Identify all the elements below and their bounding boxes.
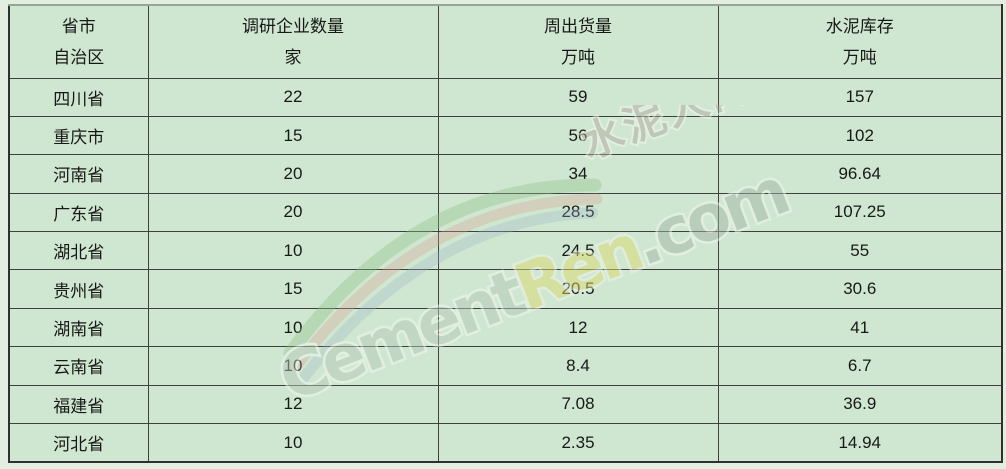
value-cell: 10: [147, 307, 439, 348]
value-cell: 6.7: [717, 346, 1003, 386]
value-cell: 59: [437, 77, 719, 117]
region-cell: 四川省: [8, 77, 149, 117]
value-cell: 22: [147, 77, 439, 117]
region-cell: 湖南省: [8, 307, 149, 348]
value-cell: 2.35: [437, 423, 719, 463]
table-row: 河北省 10 2.35 14.94: [8, 423, 1003, 463]
region-cell: 云南省: [8, 346, 149, 386]
table-row: 重庆市 15 56 102: [8, 115, 1003, 156]
value-cell: 157: [717, 77, 1003, 117]
value-cell: 55: [717, 231, 1003, 271]
cement-survey-table: 省市 自治区 调研企业数量 家 周出货量 万吨 水泥库存 万吨 四川省 22 59 1…: [8, 4, 1003, 463]
table-row: 广东省 20 28.5 107.25: [8, 192, 1003, 233]
value-cell: 28.5: [437, 192, 719, 233]
value-cell: 30.6: [717, 269, 1003, 309]
region-cell: 河北省: [8, 423, 149, 463]
table-body: 四川省 22 59 157 重庆市 15 56 102 河南省 20 34 96.64 广东省 20 28.…: [8, 77, 1003, 463]
value-cell: 41: [717, 307, 1003, 348]
table-row: 福建省 12 7.08 36.9: [8, 384, 1003, 425]
value-cell: 10: [147, 346, 439, 386]
col-header-companies-title: 调研企业数量: [242, 16, 344, 36]
table-row: 四川省 22 59 157: [8, 77, 1003, 117]
col-header-inventory: 水泥库存 万吨: [717, 4, 1003, 79]
value-cell: 14.94: [717, 423, 1003, 463]
value-cell: 15: [147, 115, 439, 156]
value-cell: 12: [147, 384, 439, 425]
value-cell: 7.08: [437, 384, 719, 425]
value-cell: 24.5: [437, 231, 719, 271]
value-cell: 10: [147, 231, 439, 271]
table-row: 云南省 10 8.4 6.7: [8, 346, 1003, 386]
value-cell: 20: [147, 154, 439, 194]
col-header-region-title: 省市: [61, 16, 96, 36]
value-cell: 107.25: [717, 192, 1003, 233]
table-row: 湖北省 10 24.5 55: [8, 231, 1003, 271]
table-row: 河南省 20 34 96.64: [8, 154, 1003, 194]
table-header: 省市 自治区 调研企业数量 家 周出货量 万吨 水泥库存 万吨: [8, 4, 1003, 79]
value-cell: 34: [437, 154, 719, 194]
table-row: 贵州省 15 20.5 30.6: [8, 269, 1003, 309]
region-cell: 湖北省: [8, 231, 149, 271]
header-row: 省市 自治区 调研企业数量 家 周出货量 万吨 水泥库存 万吨: [8, 4, 1003, 79]
value-cell: 102: [717, 115, 1003, 156]
col-header-companies: 调研企业数量 家: [147, 4, 439, 79]
value-cell: 15: [147, 269, 439, 309]
value-cell: 12: [437, 307, 719, 348]
col-header-inventory-unit: 万吨: [842, 47, 877, 67]
value-cell: 20: [147, 192, 439, 233]
col-header-region: 省市 自治区: [8, 4, 149, 79]
region-cell: 河南省: [8, 154, 149, 194]
region-cell: 重庆市: [8, 115, 149, 156]
value-cell: 36.9: [717, 384, 1003, 425]
col-header-region-unit: 自治区: [53, 47, 105, 67]
value-cell: 20.5: [437, 269, 719, 309]
region-cell: 贵州省: [8, 269, 149, 309]
data-table: 省市 自治区 调研企业数量 家 周出货量 万吨 水泥库存 万吨 四川省 22 59 1…: [8, 4, 1003, 463]
col-header-companies-unit: 家: [284, 47, 302, 67]
table-row: 湖南省 10 12 41: [8, 307, 1003, 348]
value-cell: 96.64: [717, 154, 1003, 194]
col-header-shipment-title: 周出货量: [544, 16, 612, 36]
value-cell: 8.4: [437, 346, 719, 386]
value-cell: 10: [147, 423, 439, 463]
col-header-shipment: 周出货量 万吨: [437, 4, 719, 79]
region-cell: 福建省: [8, 384, 149, 425]
value-cell: 56: [437, 115, 719, 156]
region-cell: 广东省: [8, 192, 149, 233]
col-header-inventory-title: 水泥库存: [825, 16, 894, 36]
col-header-shipment-unit: 万吨: [561, 47, 595, 67]
